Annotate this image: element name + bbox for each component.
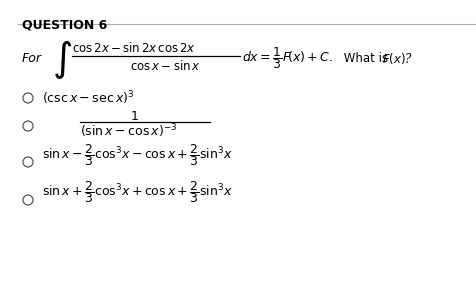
Text: $\cos x - \sin x$: $\cos x - \sin x$: [130, 59, 201, 73]
Text: $\cos 2x - \sin 2x\,\cos 2x$: $\cos 2x - \sin 2x\,\cos 2x$: [72, 41, 196, 55]
Text: $\left(\csc x - \sec x\right)^3$: $\left(\csc x - \sec x\right)^3$: [42, 89, 134, 107]
Text: $1$: $1$: [130, 110, 139, 122]
Text: $\sin x - \dfrac{2}{3}\cos^3\! x - \cos x + \dfrac{2}{3}\sin^3\! x$: $\sin x - \dfrac{2}{3}\cos^3\! x - \cos …: [42, 142, 233, 168]
Text: $F(x)$?: $F(x)$?: [382, 51, 413, 65]
Text: What is: What is: [340, 51, 392, 65]
Text: $\left(\sin x - \cos x\right)^{-3}$: $\left(\sin x - \cos x\right)^{-3}$: [80, 122, 177, 140]
Text: For: For: [22, 51, 42, 65]
Text: $\int$: $\int$: [52, 39, 72, 81]
Text: QUESTION 6: QUESTION 6: [22, 18, 107, 31]
Text: $\sin x + \dfrac{2}{3}\cos^3\! x + \cos x + \dfrac{2}{3}\sin^3\! x$: $\sin x + \dfrac{2}{3}\cos^3\! x + \cos …: [42, 179, 233, 205]
Text: $dx = \dfrac{1}{3}F\!\left(x\right)+C.$: $dx = \dfrac{1}{3}F\!\left(x\right)+C.$: [242, 45, 333, 71]
